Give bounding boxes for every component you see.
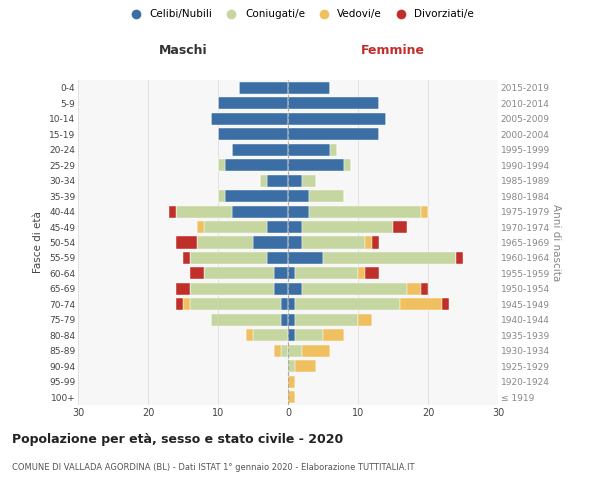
Bar <box>302 236 365 248</box>
Bar <box>288 206 309 218</box>
Bar <box>288 268 295 280</box>
Bar <box>302 283 407 295</box>
Bar <box>204 221 267 233</box>
Bar <box>288 112 386 124</box>
Bar <box>197 236 253 248</box>
Bar <box>218 97 288 109</box>
Bar <box>253 330 288 342</box>
Text: Popolazione per età, sesso e stato civile - 2020: Popolazione per età, sesso e stato civil… <box>12 432 343 446</box>
Bar <box>295 360 316 372</box>
Bar <box>274 283 288 295</box>
Bar <box>295 268 358 280</box>
Text: Femmine: Femmine <box>361 44 425 58</box>
Bar <box>288 391 295 404</box>
Bar <box>400 298 442 310</box>
Bar <box>288 360 295 372</box>
Bar <box>302 345 330 357</box>
Bar <box>302 221 393 233</box>
Bar <box>176 298 183 310</box>
Bar <box>365 268 379 280</box>
Bar <box>281 314 288 326</box>
Y-axis label: Anni di nascita: Anni di nascita <box>551 204 561 281</box>
Bar <box>232 206 288 218</box>
Bar <box>239 82 288 94</box>
Bar <box>218 159 225 171</box>
Bar <box>218 190 225 202</box>
Bar <box>253 236 288 248</box>
Bar <box>176 236 197 248</box>
Bar <box>204 268 274 280</box>
Bar <box>372 236 379 248</box>
Bar <box>288 298 295 310</box>
Bar <box>225 190 288 202</box>
Bar <box>344 159 351 171</box>
Bar <box>288 128 379 140</box>
Bar <box>421 206 428 218</box>
Bar <box>323 330 344 342</box>
Bar <box>288 97 379 109</box>
Bar <box>288 252 323 264</box>
Bar <box>232 144 288 156</box>
Y-axis label: Fasce di età: Fasce di età <box>34 212 43 274</box>
Bar <box>288 82 330 94</box>
Bar <box>365 236 372 248</box>
Bar <box>330 144 337 156</box>
Bar <box>281 298 288 310</box>
Bar <box>309 190 344 202</box>
Bar <box>295 314 358 326</box>
Bar <box>190 252 267 264</box>
Bar <box>442 298 449 310</box>
Bar <box>288 314 295 326</box>
Bar <box>274 345 281 357</box>
Bar <box>197 221 204 233</box>
Bar <box>211 314 281 326</box>
Bar <box>190 298 281 310</box>
Bar <box>183 298 190 310</box>
Bar <box>295 330 323 342</box>
Bar <box>407 283 421 295</box>
Bar <box>267 221 288 233</box>
Bar <box>267 174 288 186</box>
Bar <box>358 314 372 326</box>
Bar <box>288 345 302 357</box>
Bar <box>302 174 316 186</box>
Bar <box>190 283 274 295</box>
Bar <box>190 268 204 280</box>
Bar <box>267 252 288 264</box>
Bar <box>225 159 288 171</box>
Bar <box>288 221 302 233</box>
Bar <box>288 190 309 202</box>
Bar <box>288 330 295 342</box>
Text: COMUNE DI VALLADA AGORDINA (BL) - Dati ISTAT 1° gennaio 2020 - Elaborazione TUTT: COMUNE DI VALLADA AGORDINA (BL) - Dati I… <box>12 462 415 471</box>
Bar <box>274 268 288 280</box>
Text: Maschi: Maschi <box>158 44 208 58</box>
Bar <box>246 330 253 342</box>
Bar <box>288 376 295 388</box>
Bar <box>323 252 456 264</box>
Bar <box>176 283 190 295</box>
Bar <box>288 283 302 295</box>
Bar <box>288 159 344 171</box>
Bar <box>358 268 365 280</box>
Bar <box>288 174 302 186</box>
Bar <box>260 174 267 186</box>
Bar <box>169 206 176 218</box>
Bar <box>281 345 288 357</box>
Bar <box>183 252 190 264</box>
Bar <box>218 128 288 140</box>
Bar <box>211 112 288 124</box>
Bar <box>393 221 407 233</box>
Bar <box>309 206 421 218</box>
Bar <box>176 206 232 218</box>
Bar <box>288 144 330 156</box>
Legend: Celibi/Nubili, Coniugati/e, Vedovi/e, Divorziati/e: Celibi/Nubili, Coniugati/e, Vedovi/e, Di… <box>122 5 478 24</box>
Bar <box>456 252 463 264</box>
Bar <box>421 283 428 295</box>
Bar <box>295 298 400 310</box>
Bar <box>288 236 302 248</box>
